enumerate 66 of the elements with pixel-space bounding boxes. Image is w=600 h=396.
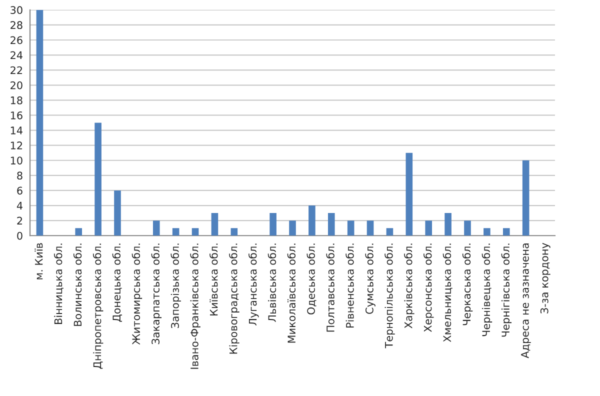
y-tick-label: 8 <box>17 172 22 180</box>
x-tick-label: Черкаська обл. <box>462 244 473 326</box>
x-tick-label: Київська обл. <box>210 244 218 316</box>
x-tick-label: Львівська обл. <box>268 244 276 322</box>
bar <box>192 228 199 236</box>
x-tick-label: Хмельницька обл. <box>442 244 452 342</box>
bar <box>522 160 530 236</box>
bar <box>366 220 374 236</box>
bar <box>94 122 102 236</box>
x-tick-label: З-за кордону <box>540 242 550 314</box>
bar <box>36 10 44 236</box>
bar <box>347 220 354 236</box>
bar <box>484 228 490 236</box>
bar <box>406 152 413 236</box>
bar <box>502 228 510 236</box>
x-tick-label: Закарпатська обл. <box>151 244 162 344</box>
bar <box>464 220 471 236</box>
bar <box>172 228 180 236</box>
x-tick-label: Миколаївська обл. <box>287 244 296 343</box>
y-tick-label: 6 <box>17 186 22 195</box>
x-tick-label: Адреса не зазначена <box>521 244 531 358</box>
bar <box>328 213 335 236</box>
x-tick-label: Одеська обл. <box>306 244 316 314</box>
x-tick-label: Рівненська обл. <box>346 244 354 328</box>
y-tick-label: 26 <box>10 36 22 44</box>
bar <box>425 220 432 236</box>
x-tick-label: Кіровоградська обл. <box>229 244 240 354</box>
bar <box>152 220 160 236</box>
x-tick-label: Вінницька обл. <box>54 244 64 324</box>
x-tick-label: Житомирська обл. <box>132 244 142 345</box>
bar <box>75 228 82 236</box>
bar <box>230 228 238 236</box>
y-tick-label: 2 <box>17 216 22 225</box>
bar <box>386 228 394 236</box>
bar <box>211 213 218 236</box>
y-tick-label: 30 <box>10 6 22 14</box>
x-tick-label: Харківська обл. <box>404 244 414 328</box>
x-tick-label: Чернівецька обл. <box>482 244 492 336</box>
x-tick-label: Дніпропетровська обл. <box>92 244 104 369</box>
y-tick-label: 14 <box>10 126 22 134</box>
y-tick-label: 4 <box>16 202 22 210</box>
x-tick-label: Донецька обл. <box>112 244 122 322</box>
x-tick-label: Херсонська обл. <box>423 244 434 332</box>
y-tick-label: 0 <box>17 232 22 240</box>
y-tick-label: 18 <box>10 96 22 104</box>
x-tick-label: Тернопільська обл. <box>384 244 395 348</box>
x-tick-label: Волинська обл. <box>73 244 82 326</box>
x-tick-label: Луганська обл. <box>248 244 259 326</box>
y-tick-label: 12 <box>10 142 22 150</box>
x-tick-label: м. Київ <box>34 243 43 280</box>
y-tick-label: 16 <box>10 111 22 120</box>
x-tick-label: Запорізька обл. <box>170 244 181 328</box>
y-tick-label: 22 <box>10 66 22 74</box>
x-tick-label: Івано-Франківська обл. <box>190 244 200 369</box>
bar <box>270 213 276 236</box>
bar <box>444 213 452 236</box>
y-tick-label: 24 <box>10 51 22 59</box>
x-tick-label: Сумська обл. <box>365 244 376 314</box>
bar <box>289 220 296 236</box>
x-tick-label: Полтавська обл. <box>326 244 334 332</box>
y-tick-label: 28 <box>10 21 22 30</box>
bar <box>114 190 121 236</box>
x-tick-label: Чернігівська обл. <box>501 244 512 337</box>
y-tick-label: 20 <box>10 81 22 90</box>
y-tick-label: 10 <box>10 156 22 164</box>
bar <box>308 206 316 236</box>
